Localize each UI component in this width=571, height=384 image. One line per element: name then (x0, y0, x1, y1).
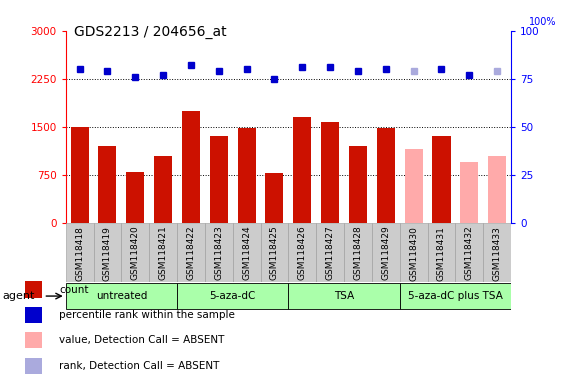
Bar (483, 223, 511, 282)
Text: GSM118420: GSM118420 (131, 226, 140, 280)
Text: GSM118422: GSM118422 (186, 226, 195, 280)
Bar (288, 283, 400, 310)
Bar (428, 223, 456, 282)
Text: GSM118430: GSM118430 (409, 226, 418, 281)
Text: GSM118425: GSM118425 (270, 226, 279, 280)
Bar (488, 156, 506, 223)
Bar (460, 162, 478, 223)
Bar (205, 223, 233, 282)
Bar (66, 223, 94, 282)
Bar (98, 146, 116, 223)
Bar (238, 128, 256, 223)
Text: GSM118426: GSM118426 (297, 226, 307, 280)
Bar (122, 223, 149, 282)
Bar (372, 223, 400, 282)
Bar (149, 223, 177, 282)
Bar (316, 223, 344, 282)
Bar (400, 283, 511, 310)
Bar (154, 156, 172, 223)
Bar (400, 223, 428, 282)
Bar (66, 283, 177, 310)
Text: TSA: TSA (334, 291, 354, 301)
Text: untreated: untreated (96, 291, 147, 301)
Bar (432, 136, 451, 223)
Text: GSM118432: GSM118432 (465, 226, 474, 280)
Bar (260, 223, 288, 282)
Text: 100%: 100% (529, 17, 556, 27)
Text: GSM118433: GSM118433 (493, 226, 502, 281)
Text: agent: agent (3, 291, 35, 301)
Text: GSM118428: GSM118428 (353, 226, 363, 280)
Text: GSM118423: GSM118423 (214, 226, 223, 280)
Bar (377, 128, 395, 223)
Text: GSM118427: GSM118427 (325, 226, 335, 280)
Bar (71, 127, 89, 223)
Bar (26, 332, 42, 348)
Bar (94, 223, 122, 282)
Text: GDS2213 / 204656_at: GDS2213 / 204656_at (74, 25, 227, 39)
Text: 5-aza-dC plus TSA: 5-aza-dC plus TSA (408, 291, 503, 301)
Bar (293, 117, 311, 223)
Bar (182, 111, 200, 223)
Text: percentile rank within the sample: percentile rank within the sample (59, 310, 235, 320)
Text: GSM118429: GSM118429 (381, 226, 391, 280)
Bar (344, 223, 372, 282)
Text: count: count (59, 285, 89, 295)
Text: rank, Detection Call = ABSENT: rank, Detection Call = ABSENT (59, 361, 219, 371)
Bar (349, 146, 367, 223)
Bar (266, 173, 283, 223)
Bar (321, 122, 339, 223)
Bar (456, 223, 483, 282)
Bar (288, 223, 316, 282)
Text: GSM118421: GSM118421 (159, 226, 168, 280)
Bar (405, 149, 423, 223)
Text: GSM118424: GSM118424 (242, 226, 251, 280)
Text: GSM118418: GSM118418 (75, 226, 84, 281)
Text: GSM118431: GSM118431 (437, 226, 446, 281)
Text: 5-aza-dC: 5-aza-dC (210, 291, 256, 301)
Text: value, Detection Call = ABSENT: value, Detection Call = ABSENT (59, 335, 224, 345)
Bar (177, 223, 205, 282)
Bar (26, 358, 42, 374)
Bar (210, 136, 228, 223)
Bar (233, 223, 260, 282)
Bar (26, 307, 42, 323)
Bar (177, 283, 288, 310)
Bar (26, 281, 42, 298)
Bar (126, 172, 144, 223)
Text: GSM118419: GSM118419 (103, 226, 112, 281)
